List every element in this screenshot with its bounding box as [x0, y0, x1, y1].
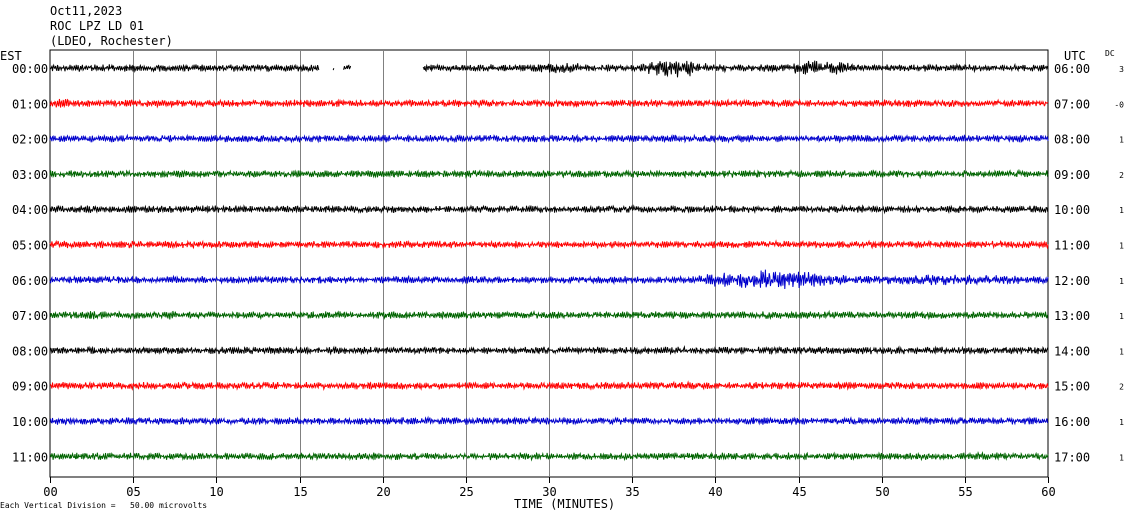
dc-label: DC: [1105, 49, 1115, 58]
est-hour-label: 01:00: [12, 97, 48, 111]
est-hour-label: 00:00: [12, 62, 48, 76]
trace-0700: [49, 309, 1049, 321]
dc-offset-label: 3: [1119, 65, 1124, 74]
trace-0000: [50, 60, 1049, 78]
date-label: Oct11,2023: [50, 4, 123, 18]
est-hour-label: 03:00: [12, 168, 48, 182]
est-hour-label: 07:00: [12, 309, 48, 323]
est-zone-label: EST: [0, 49, 22, 63]
x-tick-label: 20: [376, 485, 390, 499]
est-hour-label: 08:00: [12, 344, 48, 358]
utc-hour-label: 13:00: [1054, 309, 1090, 323]
x-tick-label: 55: [958, 485, 972, 499]
dc-offset-label: -0: [1114, 100, 1124, 109]
x-axis-title: TIME (MINUTES): [514, 497, 616, 511]
x-tick-label: 45: [792, 485, 806, 499]
dc-offset-label: 1: [1119, 312, 1124, 321]
x-tick-label: 05: [126, 485, 140, 499]
utc-hour-label: 14:00: [1054, 344, 1090, 358]
utc-hour-label: 12:00: [1054, 274, 1090, 288]
utc-hour-label: 15:00: [1054, 380, 1090, 394]
est-hour-label: 09:00: [12, 380, 48, 394]
x-tick-label: 50: [875, 485, 889, 499]
trace-0500: [49, 239, 1049, 250]
trace-0800: [49, 345, 1049, 356]
dc-offset-label: 1: [1119, 347, 1124, 356]
trace-1100: [49, 450, 1049, 462]
dc-offset-label: 1: [1119, 453, 1124, 462]
x-tick-label: 15: [293, 485, 307, 499]
utc-hour-label: 06:00: [1054, 62, 1090, 76]
est-hour-label: 04:00: [12, 203, 48, 217]
utc-hour-label: 09:00: [1054, 168, 1090, 182]
trace-0200: [49, 133, 1049, 144]
x-tick-label: 60: [1041, 485, 1055, 499]
dc-offset-label: 1: [1119, 206, 1124, 215]
dc-offset-label: 1: [1119, 136, 1124, 145]
trace-0400: [49, 203, 1049, 215]
utc-hour-label: 11:00: [1054, 239, 1090, 253]
utc-zone-label: UTC: [1064, 49, 1086, 63]
utc-hour-label: 08:00: [1054, 133, 1090, 147]
trace-0900: [49, 380, 1049, 392]
x-tick-label: 30: [542, 485, 556, 499]
est-hour-label: 05:00: [12, 239, 48, 253]
est-hour-label: 10:00: [12, 415, 48, 429]
x-tick-label: 10: [209, 485, 223, 499]
x-tick-label: 25: [459, 485, 473, 499]
utc-hour-label: 10:00: [1054, 203, 1090, 217]
trace-1000: [49, 415, 1049, 426]
utc-hour-label: 07:00: [1054, 97, 1090, 111]
trace-0100: [49, 98, 1049, 109]
footnote: Each Vertical Division = 50.00 microvolt…: [0, 501, 208, 510]
x-tick-label: 00: [43, 485, 57, 499]
dc-offset-label: 1: [1119, 277, 1124, 286]
x-tick-label: 35: [625, 485, 639, 499]
x-tick-label: 40: [708, 485, 722, 499]
est-hour-label: 06:00: [12, 274, 48, 288]
est-hour-label: 02:00: [12, 133, 48, 147]
dc-offset-label: 2: [1119, 383, 1124, 392]
dc-offset-label: 1: [1119, 418, 1124, 427]
utc-hour-label: 17:00: [1054, 450, 1090, 464]
est-hour-label: 11:00: [12, 450, 48, 464]
trace-0600: [49, 269, 1049, 290]
trace-0300: [49, 169, 1049, 180]
station-label: ROC LPZ LD 01: [50, 19, 144, 33]
utc-hour-label: 16:00: [1054, 415, 1090, 429]
network-label: (LDEO, Rochester): [50, 34, 173, 48]
dc-offset-label: 2: [1119, 171, 1124, 180]
dc-offset-label: 1: [1119, 242, 1124, 251]
